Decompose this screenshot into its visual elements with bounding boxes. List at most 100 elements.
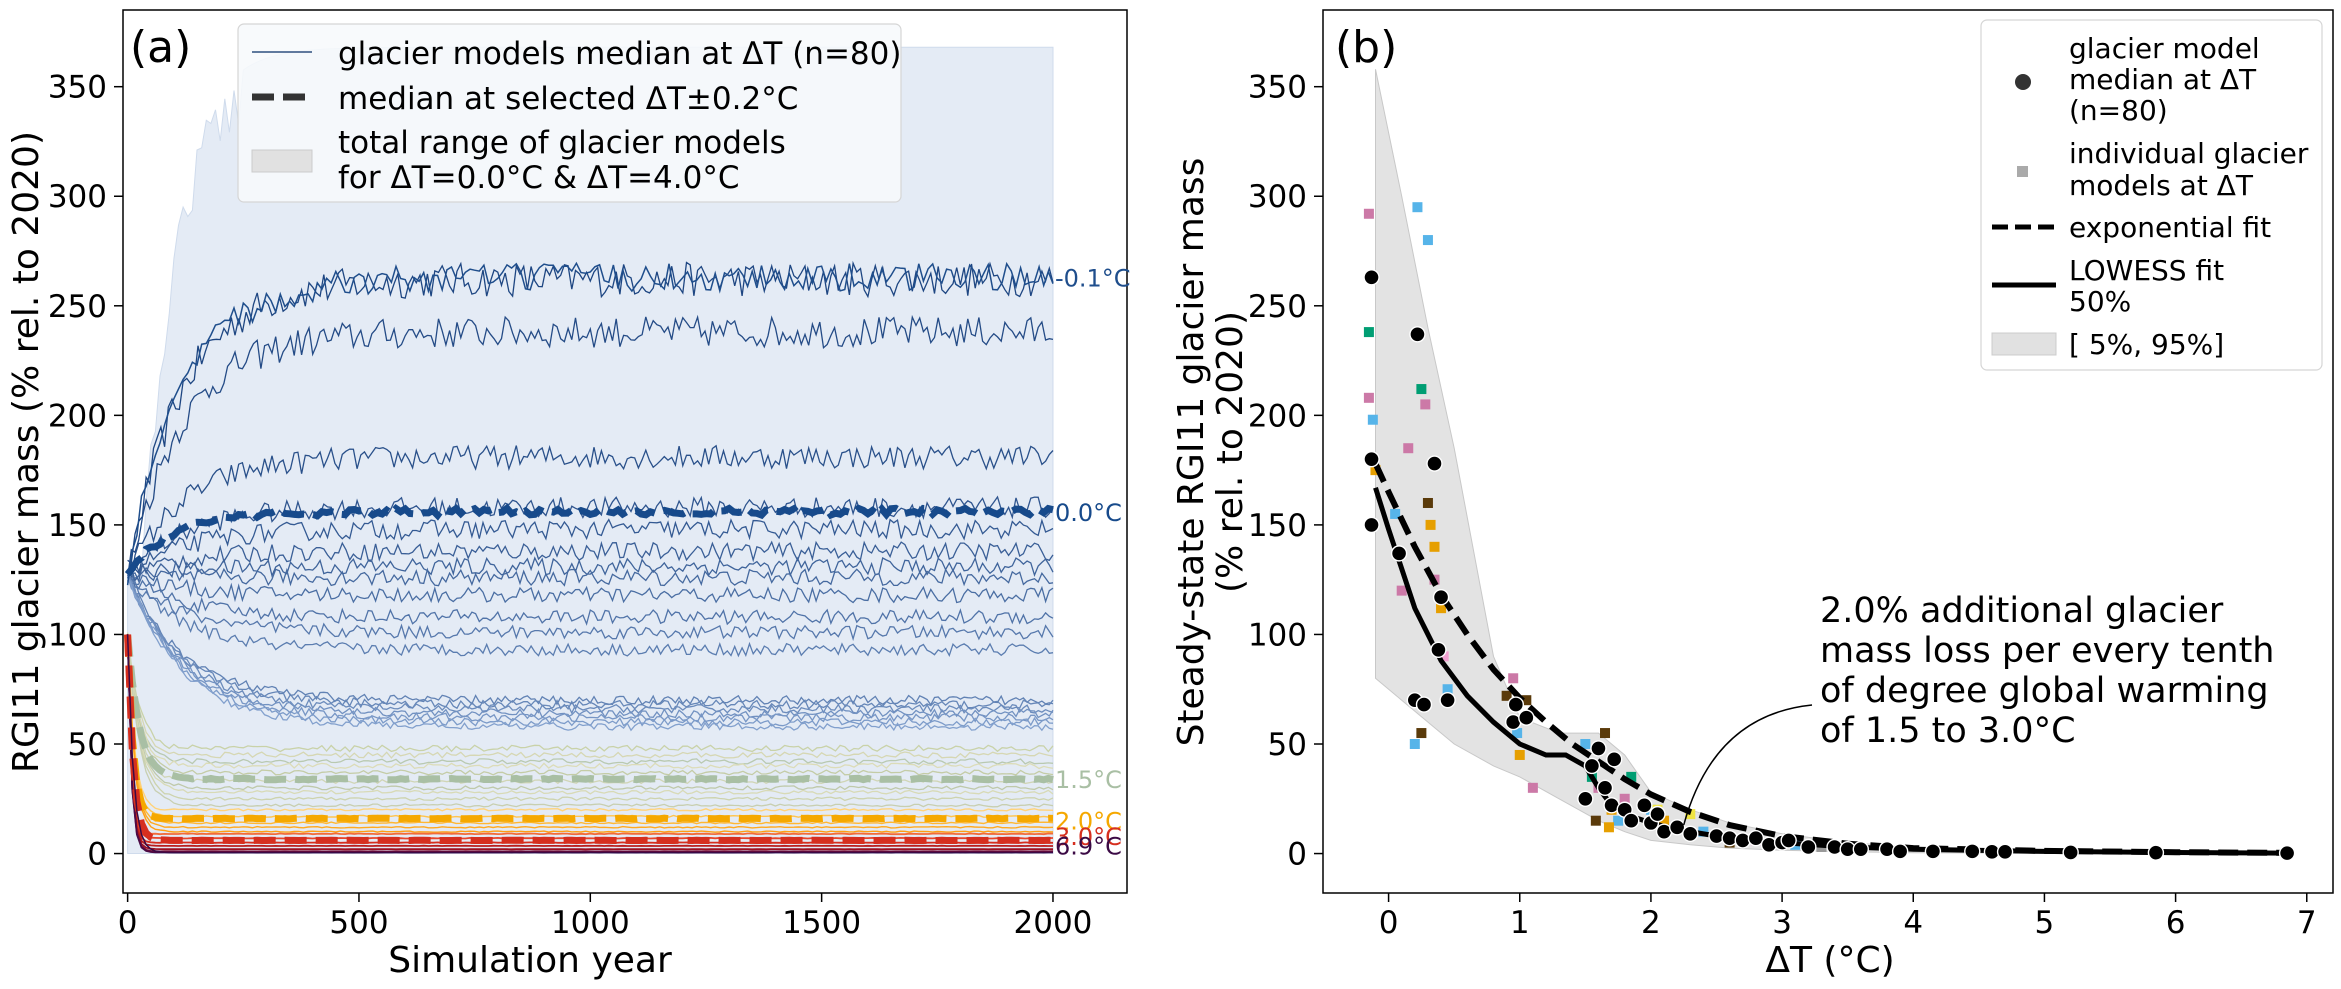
legend-b: glacier model median at ΔT (n=80) indivi… bbox=[1980, 19, 2323, 371]
series-end-labels: -0.1°C 0.0°C 1.5°C 2.0°C3.0°C6.9°C bbox=[1055, 264, 1131, 860]
panel-label-a: (a) bbox=[130, 22, 191, 73]
individual-point bbox=[1363, 327, 1374, 338]
median-line-blue bbox=[127, 495, 1054, 576]
legend-b-entry: (n=80) bbox=[2069, 94, 2168, 127]
plot-frame-b bbox=[1322, 9, 2334, 894]
median-line-blue bbox=[127, 566, 1054, 587]
individual-point bbox=[1613, 815, 1624, 826]
x-tick-label: 6 bbox=[2166, 905, 2186, 941]
median-line-red bbox=[126, 634, 1054, 844]
median-line-light bbox=[126, 634, 1054, 753]
individual-point bbox=[1363, 392, 1374, 403]
y-axis-label-b-line1: Steady-state RGI11 glacier mass bbox=[1171, 158, 1212, 747]
legend-a-entry: for ΔT=0.0°C & ΔT=4.0°C bbox=[338, 160, 740, 196]
selected-median-line bbox=[124, 634, 1054, 784]
x-tick-label: 3 bbox=[1772, 905, 1792, 941]
median-point bbox=[1800, 838, 1817, 856]
legend-b-entry: exponential fit bbox=[2069, 211, 2271, 244]
median-point bbox=[1390, 545, 1408, 562]
selected-median-line bbox=[124, 503, 1054, 577]
individual-point bbox=[1396, 585, 1407, 596]
individual-point bbox=[1409, 739, 1420, 750]
individual-point bbox=[1436, 603, 1447, 614]
annotation-line: of degree global warming bbox=[1820, 671, 2269, 711]
median-line-light bbox=[126, 635, 1054, 808]
median-line-blue bbox=[127, 444, 1054, 584]
annotation-arrow bbox=[1682, 704, 1813, 826]
legend-b-median-swatch bbox=[2015, 74, 2031, 90]
individual-point bbox=[1425, 519, 1436, 530]
series-end-label: 1.5°C bbox=[1055, 766, 1122, 794]
y-tick-label: 300 bbox=[1248, 179, 1307, 215]
x-tick-label: 2000 bbox=[1014, 905, 1093, 941]
median-point bbox=[1924, 843, 1942, 860]
individual-point bbox=[1619, 793, 1630, 804]
median-point bbox=[1668, 819, 1686, 836]
y-tick-label: 50 bbox=[68, 727, 107, 763]
legend-a-entry: total range of glacier models bbox=[338, 125, 786, 161]
individual-point bbox=[1420, 399, 1431, 410]
y-tick-label: 50 bbox=[1268, 727, 1307, 763]
median-line-blue bbox=[126, 569, 1054, 658]
x-tick-label: 1000 bbox=[551, 905, 630, 941]
median-point bbox=[1432, 589, 1450, 606]
median-point bbox=[1649, 805, 1666, 823]
y-tick-label: 0 bbox=[87, 837, 107, 873]
series-end-label: 2.0°C bbox=[1055, 808, 1122, 836]
individual-point bbox=[1416, 384, 1427, 395]
plot-frame-a bbox=[122, 9, 1128, 894]
individual-point bbox=[1580, 739, 1591, 750]
selected-median-line bbox=[126, 634, 1053, 854]
legend-a-band-swatch bbox=[251, 149, 313, 173]
individual-point bbox=[1659, 815, 1670, 826]
individual-point bbox=[1438, 651, 1449, 662]
individual-point bbox=[1442, 684, 1453, 695]
median-point bbox=[1623, 812, 1640, 829]
median-points bbox=[1363, 269, 2296, 862]
median-line-blue bbox=[126, 571, 1054, 715]
median-line-blue bbox=[126, 575, 1054, 724]
median-point bbox=[1747, 830, 1765, 847]
median-point bbox=[1891, 843, 1909, 860]
median-point bbox=[1852, 840, 1869, 858]
median-line-light bbox=[126, 635, 1054, 795]
y-tick-label: 350 bbox=[48, 70, 107, 106]
x-tick-label: 2 bbox=[1641, 905, 1661, 941]
annotation: 2.0% additional glacier mass loss per ev… bbox=[1820, 591, 2275, 751]
x-tick-label: 1 bbox=[1510, 905, 1530, 941]
axis-ticks-b: 0 1 2 3 4 5 6 7 0 50 100 150 200 250 300 350 bbox=[1248, 70, 2317, 941]
median-point bbox=[1636, 797, 1653, 814]
median-point bbox=[1363, 450, 1380, 468]
individual-point bbox=[1367, 414, 1378, 425]
panel-b: 0 1 2 3 4 5 6 7 0 50 100 150 200 250 300 350 (b) ΔT (°C… bbox=[1171, 9, 2334, 981]
y-tick-label: 150 bbox=[1248, 508, 1307, 544]
individual-point bbox=[1501, 690, 1512, 701]
median-line-orange bbox=[126, 635, 1054, 812]
y-tick-label: 250 bbox=[1248, 289, 1307, 325]
median-point bbox=[2278, 844, 2296, 862]
median-point bbox=[1415, 696, 1433, 713]
legend-b-band-swatch bbox=[1991, 332, 2057, 356]
median-point bbox=[1577, 790, 1594, 807]
x-tick-label: 0 bbox=[1379, 905, 1399, 941]
individual-point bbox=[1512, 728, 1523, 739]
individual-point bbox=[1390, 508, 1401, 519]
x-tick-label: 0 bbox=[118, 905, 138, 941]
median-point bbox=[1439, 691, 1456, 709]
individual-point bbox=[1363, 208, 1374, 219]
individual-point bbox=[1508, 673, 1519, 684]
selected-median-line bbox=[124, 634, 1054, 823]
median-point bbox=[1596, 779, 1614, 797]
median-point bbox=[1426, 455, 1443, 472]
series-end-label: 3.0°C bbox=[1055, 823, 1122, 851]
median-line-red bbox=[126, 634, 1054, 840]
series-end-label: -0.1°C bbox=[1055, 264, 1131, 292]
individual-point bbox=[1600, 728, 1611, 739]
median-point bbox=[1518, 709, 1535, 726]
panel-a: 0 500 1000 1500 2000 0 50 100 150 200 250 300 350 -0… bbox=[6, 9, 1131, 981]
median-line-blue bbox=[127, 260, 1054, 565]
legend-a-entry: median at selected ΔT±0.2°C bbox=[338, 81, 798, 117]
individual-point bbox=[1416, 728, 1427, 739]
series-lines bbox=[124, 260, 1054, 854]
